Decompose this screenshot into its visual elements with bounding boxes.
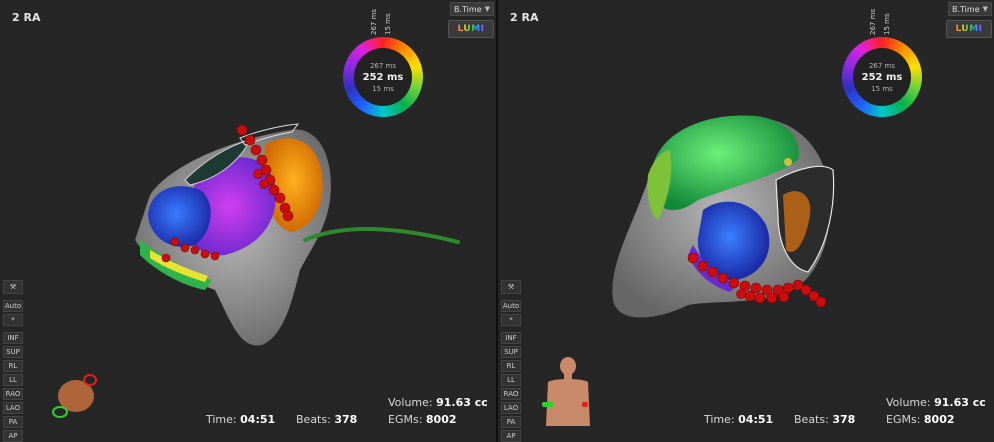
beats-label: Beats: (296, 413, 331, 426)
egms-value: 8002 (425, 413, 457, 426)
left-3d-viewer[interactable]: 2 RA B.Time ▼ LUMI 267 ms 15 ms 267 ms 25… (0, 0, 496, 442)
heart-model-left[interactable] (0, 0, 496, 442)
time-stat: Time: 04:51 (704, 413, 773, 426)
ring-top-value: 267 ms (369, 61, 397, 70)
beats-value: 378 (832, 413, 856, 426)
right-3d-viewer[interactable]: 2 RA B.Time ▼ LUMI 267 ms 15 ms 267 ms 25… (498, 0, 994, 442)
view-toolbar: ⚒ Auto * INF SUP RL LL RAO LAO PA AP (501, 280, 523, 442)
green-activation-region (653, 115, 799, 211)
auto-button[interactable]: Auto (501, 300, 521, 312)
hammer-icon: ⚒ (9, 283, 17, 291)
volume-value: 91.63 cc (934, 396, 986, 409)
view-sup-button[interactable]: SUP (501, 346, 521, 358)
pin-tool-button[interactable]: ⚒ (501, 280, 521, 294)
egms-stat: EGMs: 8002 (388, 413, 457, 426)
lumi-button[interactable]: LUMI (946, 20, 992, 38)
view-rl-button[interactable]: RL (501, 360, 521, 372)
star-button[interactable]: * (501, 314, 521, 326)
orientation-torso-icon (542, 357, 590, 426)
star-button[interactable]: * (3, 314, 23, 326)
view-title: 2 RA (12, 11, 41, 24)
orange-region (783, 191, 811, 252)
view-inf-button[interactable]: INF (3, 332, 23, 344)
view-inf-button[interactable]: INF (501, 332, 521, 344)
ring-mid-value: 252 ms (362, 71, 404, 83)
orientation-heart-icon (52, 374, 97, 418)
volume-value: 91.63 cc (436, 396, 488, 409)
lumi-button[interactable]: LUMI (448, 20, 494, 38)
catheter-line (303, 227, 460, 244)
lumi-label: LUMI (955, 24, 983, 34)
ring-mid-value: 252 ms (861, 71, 903, 83)
color-ring: 267 ms 252 ms 15 ms (842, 37, 922, 117)
chevron-down-icon: ▼ (982, 5, 988, 13)
view-toolbar: ⚒ Auto * INF SUP RL LL RAO LAO PA AP (3, 280, 25, 442)
beats-value: 378 (334, 413, 358, 426)
time-value: 04:51 (738, 413, 774, 426)
time-value: 04:51 (240, 413, 276, 426)
map-mode-select[interactable]: B.Time ▼ (948, 2, 992, 16)
hammer-icon: ⚒ (507, 283, 515, 291)
egms-label: EGMs: (388, 413, 423, 426)
viewer-divider[interactable] (496, 0, 498, 442)
view-ll-button[interactable]: LL (501, 374, 521, 386)
view-sup-button[interactable]: SUP (3, 346, 23, 358)
volume-stat: Volume: 91.63 cc (886, 396, 986, 409)
view-rl-button[interactable]: RL (3, 360, 23, 372)
view-ap-button[interactable]: AP (501, 430, 521, 442)
map-mode-value: B.Time (454, 4, 482, 14)
egms-label: EGMs: (886, 413, 921, 426)
early-activation-region (697, 201, 770, 281)
ring-center: 267 ms 252 ms 15 ms (354, 48, 412, 106)
view-title: 2 RA (510, 11, 539, 24)
ablation-points (687, 252, 827, 308)
view-pa-button[interactable]: PA (3, 416, 23, 428)
yellow-green-region (647, 150, 672, 220)
time-stat: Time: 04:51 (206, 413, 275, 426)
chevron-down-icon: ▼ (484, 5, 490, 13)
time-scale-ring: 267 ms 15 ms 267 ms 252 ms 15 ms (827, 5, 937, 117)
view-rao-button[interactable]: RAO (501, 388, 521, 400)
ring-bottom-value: 15 ms (871, 84, 893, 93)
view-rao-button[interactable]: RAO (3, 388, 23, 400)
beats-stat: Beats: 378 (296, 413, 357, 426)
view-lao-button[interactable]: LAO (501, 402, 521, 414)
map-mode-value: B.Time (952, 4, 980, 14)
egms-stat: EGMs: 8002 (886, 413, 955, 426)
volume-stat: Volume: 91.63 cc (388, 396, 488, 409)
view-pa-button[interactable]: PA (501, 416, 521, 428)
ring-center: 267 ms 252 ms 15 ms (853, 48, 911, 106)
ring-bottom-value: 15 ms (372, 84, 394, 93)
ring-top-value: 267 ms (868, 61, 896, 70)
map-mode-select[interactable]: B.Time ▼ (450, 2, 494, 16)
auto-button[interactable]: Auto (3, 300, 23, 312)
pin-tool-button[interactable]: ⚒ (3, 280, 23, 294)
yellow-rim-region (150, 250, 208, 282)
late-activation-region (264, 138, 323, 232)
beats-stat: Beats: 378 (794, 413, 855, 426)
volume-label: Volume: (388, 396, 433, 409)
egms-value: 8002 (923, 413, 955, 426)
lumi-label: LUMI (457, 24, 485, 34)
volume-label: Volume: (886, 396, 931, 409)
view-lao-button[interactable]: LAO (3, 402, 23, 414)
yellow-marker (784, 158, 792, 166)
heart-model-right[interactable] (498, 0, 994, 442)
ablation-points (161, 124, 294, 263)
early-activation-region (148, 186, 211, 247)
view-ap-button[interactable]: AP (3, 430, 23, 442)
view-ll-button[interactable]: LL (3, 374, 23, 386)
beats-label: Beats: (794, 413, 829, 426)
time-scale-ring: 267 ms 15 ms 267 ms 252 ms 15 ms (328, 5, 438, 117)
time-label: Time: (206, 413, 237, 426)
time-label: Time: (704, 413, 735, 426)
color-ring: 267 ms 252 ms 15 ms (343, 37, 423, 117)
